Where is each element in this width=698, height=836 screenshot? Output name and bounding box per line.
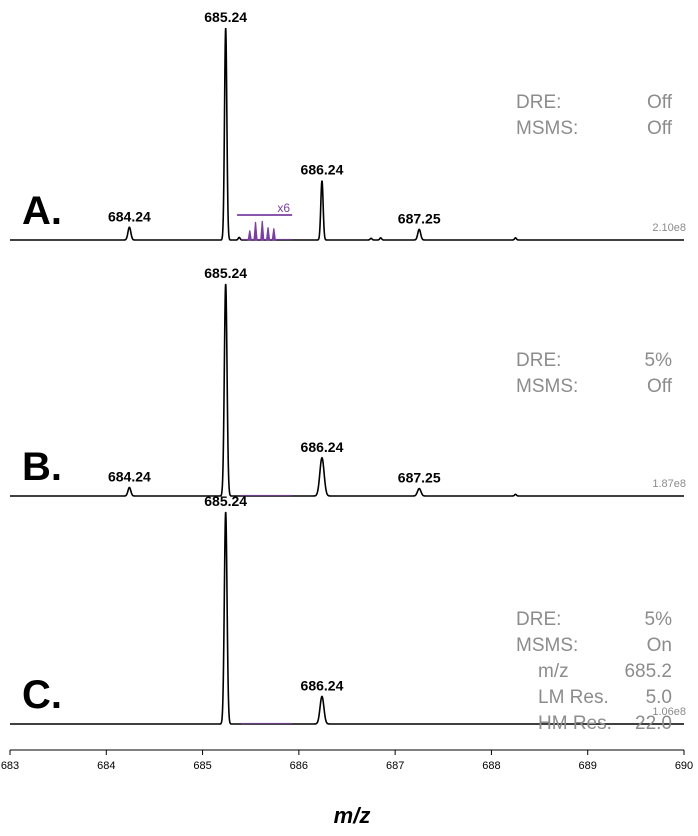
intensity-scale: 2.10e8 — [652, 222, 686, 234]
intensity-scale: 1.87e8 — [652, 478, 686, 490]
panel-letter: B. — [22, 445, 62, 489]
setting-label: LM Res. — [538, 687, 609, 708]
setting-value: 5.0 — [646, 687, 672, 708]
peak-label: 686.24 — [301, 677, 344, 693]
setting-value: On — [647, 635, 672, 656]
setting-value: 685.2 — [624, 661, 672, 682]
panel-c: 685.24 686.24 C. 1.06e8 DRE: 5% MSMS: On m/z 685.… — [10, 493, 686, 734]
setting-label: MSMS: — [516, 635, 578, 656]
peak-label: 684.24 — [108, 208, 151, 224]
panel-letter: C. — [22, 673, 62, 717]
x-tick-label: 690 — [675, 760, 693, 772]
setting-label: DRE: — [516, 92, 561, 113]
x-tick-label: 683 — [1, 760, 19, 772]
inset-peak — [247, 230, 252, 241]
peak-label: 685.24 — [204, 265, 247, 281]
inset-peak — [260, 220, 265, 241]
setting-value: 22.0 — [635, 713, 672, 734]
setting-value: Off — [647, 92, 673, 113]
x-tick-label: 687 — [386, 760, 404, 772]
x-tick-label: 685 — [193, 760, 211, 772]
intensity-scale: 1.06e8 — [652, 706, 686, 718]
peak-label: 684.24 — [108, 469, 151, 485]
panel-a: x6 684.24 685.24 686.24 687.25 A. 2.10e8 DRE: Of… — [10, 9, 686, 241]
x-axis: 683 684 685 686 687 688 689 690 — [1, 749, 693, 772]
spectrum-trace — [10, 283, 684, 497]
x-tick-label: 684 — [97, 760, 115, 772]
x-tick-label: 688 — [482, 760, 500, 772]
spectrum-trace — [10, 27, 684, 241]
peak-label: 687.25 — [398, 470, 441, 486]
spectrum-trace — [10, 511, 684, 725]
peak-label: 685.24 — [204, 9, 247, 25]
inset-magnification-label: x6 — [277, 201, 290, 215]
setting-label: MSMS: — [516, 376, 578, 397]
x-axis-ticks: 683 684 685 686 687 688 689 690 — [1, 750, 693, 772]
panel-letter: A. — [22, 189, 62, 233]
setting-value: 5% — [645, 609, 673, 630]
setting-value: Off — [647, 376, 673, 397]
peak-label: 686.24 — [301, 439, 344, 455]
peak-label: 687.25 — [398, 210, 441, 226]
spectrum-panels: x6 684.24 685.24 686.24 687.25 A. 2.10e8 DRE: Of… — [10, 9, 686, 734]
x-tick-label: 689 — [579, 760, 597, 772]
setting-label: HM Res. — [538, 713, 612, 734]
panel-b: 684.24 685.24 686.24 687.25 B. 1.87e8 DRE: 5% MS… — [10, 265, 686, 497]
setting-label: DRE: — [516, 609, 561, 630]
setting-label: m/z — [538, 661, 569, 682]
inset-peak — [271, 228, 277, 241]
inset-peak — [265, 227, 271, 241]
setting-value: 5% — [645, 350, 673, 371]
setting-label: MSMS: — [516, 118, 578, 139]
x-tick-label: 686 — [290, 760, 308, 772]
peak-label: 686.24 — [301, 162, 344, 178]
x-axis-label: m/z — [334, 803, 371, 828]
peak-label: 685.24 — [204, 493, 247, 509]
setting-label: DRE: — [516, 350, 561, 371]
setting-value: Off — [647, 118, 673, 139]
inset-peak — [253, 221, 258, 241]
